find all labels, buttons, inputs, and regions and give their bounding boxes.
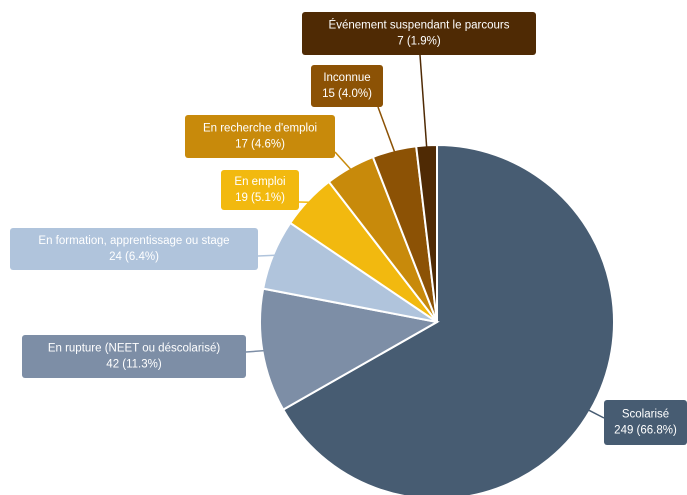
label-box	[22, 335, 246, 378]
label-box	[302, 12, 536, 55]
label-box	[185, 115, 335, 158]
value-label: 17 (4.6%)	[235, 139, 285, 151]
value-label: 42 (11.3%)	[106, 359, 162, 371]
leader-line	[245, 349, 265, 353]
slice-label: En formation, apprentissage ou stage	[38, 235, 229, 247]
label-box	[10, 228, 258, 270]
slice-label: En recherche d'emploi	[203, 123, 317, 135]
value-label: 249 (66.8%)	[614, 425, 677, 437]
label-box	[221, 170, 299, 210]
value-label: 24 (6.4%)	[109, 251, 159, 263]
leader-line	[334, 151, 352, 171]
leader-line	[377, 106, 396, 153]
value-label: 7 (1.9%)	[397, 36, 441, 48]
slice-label: En rupture (NEET ou déscolarisé)	[48, 343, 221, 355]
leader-line	[587, 409, 605, 419]
value-label: 15 (4.0%)	[322, 88, 372, 100]
label-box	[311, 65, 383, 107]
label-box	[604, 400, 687, 445]
leader-line	[419, 54, 428, 148]
slice-label: Événement suspendant le parcours	[329, 19, 510, 32]
value-label: 19 (5.1%)	[235, 192, 285, 204]
slice-label: En emploi	[234, 176, 285, 188]
slice-label: Inconnue	[323, 72, 370, 84]
leader-line	[257, 254, 276, 257]
slice-label: Scolarisé	[622, 409, 669, 421]
